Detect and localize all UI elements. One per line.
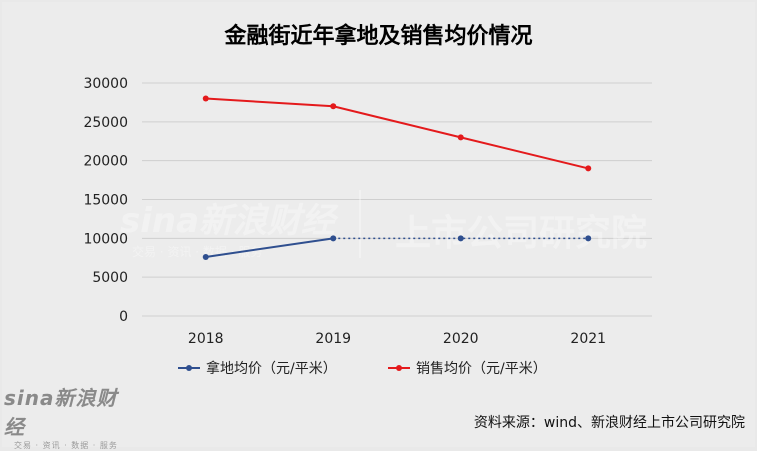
- y-tick-label: 5000: [92, 270, 128, 286]
- data-point: [330, 103, 337, 110]
- data-point: [585, 235, 592, 242]
- data-point: [457, 235, 464, 242]
- x-tick-label: 2018: [188, 331, 224, 347]
- y-tick-label: 30000: [83, 76, 128, 92]
- legend-label: 拿地均价（元/平米）: [206, 360, 337, 377]
- sina-logo: sina新浪财经 交易 · 资讯 · 数据 · 服务: [4, 382, 134, 450]
- watermark-sub: 交易 · 资讯 · 数据 · 服务: [132, 244, 262, 259]
- data-point: [457, 134, 464, 141]
- y-tick-label: 20000: [83, 154, 128, 170]
- source-note: 资料来源：wind、新浪财经上市公司研究院: [473, 415, 745, 431]
- series-line-solid: [205, 237, 334, 258]
- legend-label: 销售均价（元/平米）: [416, 361, 547, 377]
- watermark-institute: 上市公司研究院: [395, 213, 647, 254]
- y-tick-label: 0: [119, 309, 128, 325]
- y-tick-label: 25000: [83, 115, 128, 131]
- watermark-brand: sina新浪财经: [120, 201, 339, 241]
- data-point: [202, 95, 209, 102]
- data-point: [585, 165, 592, 172]
- legend-swatch-marker: [396, 365, 402, 371]
- data-point: [330, 235, 337, 242]
- logo-brand: sina新浪财经: [4, 386, 118, 439]
- legend-swatch-marker: [186, 365, 192, 371]
- y-tick-label: 10000: [83, 231, 128, 247]
- series-line: [205, 97, 589, 170]
- x-tick-label: 2021: [570, 331, 606, 347]
- logo-subtitle: 交易 · 资讯 · 数据 · 服务: [14, 441, 118, 450]
- data-point: [202, 253, 209, 260]
- y-tick-label: 15000: [83, 193, 128, 209]
- x-tick-label: 2019: [315, 331, 351, 347]
- x-tick-label: 2020: [443, 331, 479, 347]
- chart-title: 金融街近年拿地及销售均价情况: [224, 24, 533, 49]
